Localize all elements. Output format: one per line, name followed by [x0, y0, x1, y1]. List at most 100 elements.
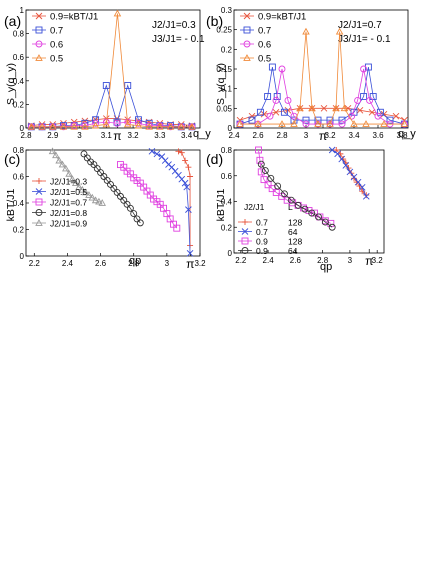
panel-a-ylabel: S_y(q_y) [5, 63, 17, 105]
data-point [308, 209, 316, 217]
data-point [71, 179, 80, 186]
y-tick-label: 0.2 [13, 100, 25, 109]
data-point [165, 161, 172, 168]
data-point [278, 65, 286, 73]
legend-marker [241, 237, 249, 245]
legend-entry: J2/J1=0.9 [32, 219, 87, 229]
panel-a-annotation-1: J2/J1=0.3 [152, 20, 196, 31]
series-4 [236, 27, 409, 127]
series-4 [80, 150, 144, 227]
data-point [145, 122, 153, 130]
data-point [380, 120, 388, 127]
panel-d-legend-header-l: L [288, 202, 293, 212]
legend-marker [35, 209, 43, 216]
legend-marker [35, 40, 43, 48]
data-point [65, 169, 73, 177]
data-point [260, 176, 268, 184]
data-point [296, 104, 304, 112]
data-point [102, 82, 110, 89]
data-point [266, 112, 274, 120]
panel-b-tag: (b) [206, 13, 223, 29]
legend-label-l: 64 [288, 246, 298, 256]
panel-c-xlabel: qp [129, 255, 141, 267]
data-point [360, 93, 368, 100]
panel-b-ylabel: S_y(q_y) [215, 63, 227, 105]
series-line [31, 13, 192, 128]
data-point [287, 196, 295, 204]
legend-label: 0.7 [256, 218, 268, 228]
data-point [255, 146, 262, 154]
x-tick-label: 2.8 [128, 259, 140, 268]
data-point [257, 160, 265, 168]
legend-marker [35, 198, 43, 206]
data-point [70, 118, 78, 126]
panel-c: (c) kBT/J1 qp [4, 151, 141, 267]
data-point [248, 116, 256, 124]
data-point [81, 119, 89, 127]
data-point [320, 105, 328, 112]
panel-d-tag: (d) [206, 151, 223, 167]
data-point [81, 188, 90, 196]
data-point [173, 224, 181, 232]
data-point [48, 147, 57, 155]
chart-1-plot: 2.8 2.9 3 3.1 3.2 3.3 3.4 π 0 0.2 0.4 0.6 0.8 1 0.9=kB… [13, 6, 201, 143]
data-point [156, 122, 164, 130]
series-line [31, 118, 193, 127]
x-tick-label: 2.4 [263, 256, 275, 265]
data-point [123, 200, 131, 208]
x-tick-label: 2.6 [290, 256, 302, 265]
legend-label: 0.9 [256, 237, 268, 247]
legend-label-l: 64 [288, 227, 298, 237]
panel-c-tag: (c) [4, 151, 20, 167]
legend-label-l: 128 [288, 218, 302, 228]
legend-entry: 0.9 64 [238, 246, 298, 256]
legend-entry: 0.7 128 [238, 218, 302, 228]
data-point [70, 122, 78, 130]
data-point [81, 122, 89, 130]
data-point [302, 116, 310, 124]
data-point [175, 171, 182, 179]
legend-entry: 0.9 128 [238, 237, 302, 247]
data-point [256, 156, 264, 164]
panel-d-ylabel: kBT/J1 [215, 189, 227, 222]
data-point [148, 148, 156, 155]
series-line [31, 84, 192, 128]
legend-entry: 0.5 [32, 54, 63, 65]
data-point [178, 149, 185, 156]
data-point [358, 184, 366, 191]
x-tick-label: 3.2 [194, 259, 206, 268]
data-point [166, 122, 175, 130]
y-tick-label: 0.4 [13, 199, 25, 208]
legend-marker [35, 54, 43, 61]
panel-b-annotation-2: J3/J1= - 0.1 [338, 34, 391, 45]
panel-c-ylabel: kBT/J1 [5, 189, 17, 222]
data-point [338, 155, 346, 163]
legend-label: 0.9=kBT/J1 [258, 12, 306, 23]
data-point [27, 122, 36, 130]
data-point [88, 193, 97, 201]
data-point [272, 108, 280, 116]
series-line [239, 66, 405, 125]
x-tick-label: 3.4 [348, 131, 360, 140]
data-point [338, 120, 346, 128]
legend-entry: 0.7 [240, 26, 271, 37]
data-point [102, 118, 110, 126]
y-tick-label: 0.8 [13, 146, 25, 155]
legend-marker [35, 26, 43, 34]
legend-entry: J2/J1=0.8 [32, 208, 87, 218]
x-tick-label: 3.2 [372, 256, 384, 265]
panel-d-legend-header-ratio: J2/J1 [244, 202, 265, 212]
data-point [100, 173, 108, 180]
chart-3-plot: 2.2 2.4 2.6 2.8 3 3.2π00.20.40.60.8J2/J1=0.3J… [13, 146, 206, 271]
legend-entry: 0.9=kBT/J1 [240, 12, 306, 23]
data-point [126, 204, 134, 212]
data-point [156, 122, 164, 130]
legend-entry: 0.6 [240, 40, 271, 51]
data-point [130, 210, 138, 218]
data-point [256, 108, 264, 116]
data-point [136, 219, 144, 227]
data-point [185, 206, 192, 213]
panel-d: (d) kBT/J1 qp J2/J1 L [206, 151, 332, 273]
legend-entry: 0.6 [32, 40, 63, 51]
data-point [113, 188, 121, 196]
